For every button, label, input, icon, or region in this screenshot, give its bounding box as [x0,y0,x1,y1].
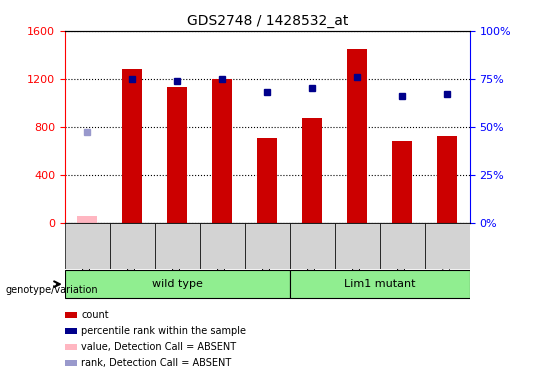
FancyBboxPatch shape [200,223,245,269]
FancyBboxPatch shape [245,223,290,269]
Bar [212,79,232,223]
Bar [437,136,457,223]
Text: percentile rank within the sample: percentile rank within the sample [81,326,246,336]
Bar [77,216,97,223]
FancyBboxPatch shape [65,270,290,298]
Bar [302,118,322,223]
Text: value, Detection Call = ABSENT: value, Detection Call = ABSENT [81,342,236,352]
Text: count: count [81,310,109,320]
Text: Lim1 mutant: Lim1 mutant [344,279,416,289]
FancyBboxPatch shape [425,223,470,269]
Bar [122,69,143,223]
Title: GDS2748 / 1428532_at: GDS2748 / 1428532_at [187,14,348,28]
FancyBboxPatch shape [65,223,110,269]
FancyBboxPatch shape [335,223,380,269]
Bar [257,137,278,223]
FancyBboxPatch shape [110,223,155,269]
Text: rank, Detection Call = ABSENT: rank, Detection Call = ABSENT [81,358,231,368]
FancyBboxPatch shape [290,270,470,298]
FancyBboxPatch shape [380,223,425,269]
FancyBboxPatch shape [290,223,335,269]
Bar [167,87,187,223]
Bar [392,141,413,223]
Text: genotype/variation: genotype/variation [5,285,98,295]
FancyBboxPatch shape [155,223,200,269]
Text: wild type: wild type [152,279,202,289]
Bar [347,49,367,223]
